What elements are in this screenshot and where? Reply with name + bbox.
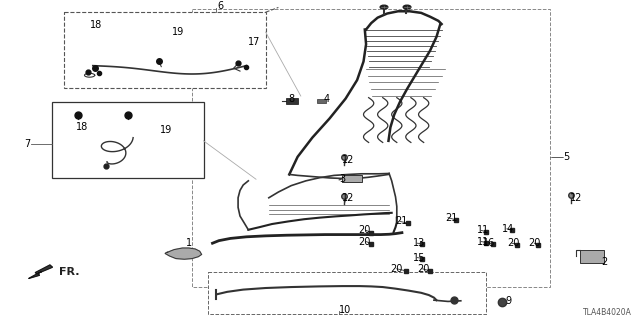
Text: 18: 18 <box>90 20 102 30</box>
Bar <box>580 250 604 263</box>
Text: 9: 9 <box>506 296 512 306</box>
Text: 20: 20 <box>358 225 371 236</box>
Text: 12: 12 <box>570 193 582 204</box>
Bar <box>342 175 362 182</box>
Text: 12: 12 <box>342 155 355 165</box>
Text: 20: 20 <box>528 238 540 248</box>
Text: 14: 14 <box>502 224 515 234</box>
Text: 18: 18 <box>76 123 88 132</box>
Bar <box>52 102 204 178</box>
Polygon shape <box>165 248 202 259</box>
Circle shape <box>403 5 411 9</box>
Text: 19: 19 <box>172 27 184 37</box>
Text: 20: 20 <box>417 264 429 274</box>
Text: 21: 21 <box>396 216 408 227</box>
Text: 11: 11 <box>477 225 489 236</box>
Text: 19: 19 <box>160 125 172 135</box>
Text: 10: 10 <box>339 305 351 316</box>
Text: TLA4B4020A: TLA4B4020A <box>584 308 632 317</box>
Text: 20: 20 <box>358 236 371 247</box>
Bar <box>192 9 550 287</box>
Polygon shape <box>29 265 52 278</box>
Text: 7: 7 <box>24 139 31 149</box>
Text: 15: 15 <box>413 252 425 263</box>
Text: 6: 6 <box>218 2 224 12</box>
Text: 5: 5 <box>563 152 570 162</box>
Text: 17: 17 <box>248 37 260 47</box>
Text: 2: 2 <box>602 257 608 268</box>
Text: 4: 4 <box>323 94 330 104</box>
Text: FR.: FR. <box>59 267 79 277</box>
Bar <box>317 99 326 103</box>
Text: 20: 20 <box>507 238 519 248</box>
Text: 12: 12 <box>342 193 355 204</box>
Bar <box>208 272 486 314</box>
Text: 16: 16 <box>483 238 495 248</box>
Text: 3: 3 <box>339 174 346 184</box>
Text: 21: 21 <box>445 212 457 223</box>
Text: 1: 1 <box>186 238 192 248</box>
Bar <box>64 12 266 88</box>
Bar <box>286 98 298 104</box>
Text: 20: 20 <box>390 264 403 274</box>
Text: 13: 13 <box>413 238 425 248</box>
Text: 11: 11 <box>477 236 489 247</box>
Text: 8: 8 <box>288 94 294 104</box>
Circle shape <box>380 5 388 9</box>
